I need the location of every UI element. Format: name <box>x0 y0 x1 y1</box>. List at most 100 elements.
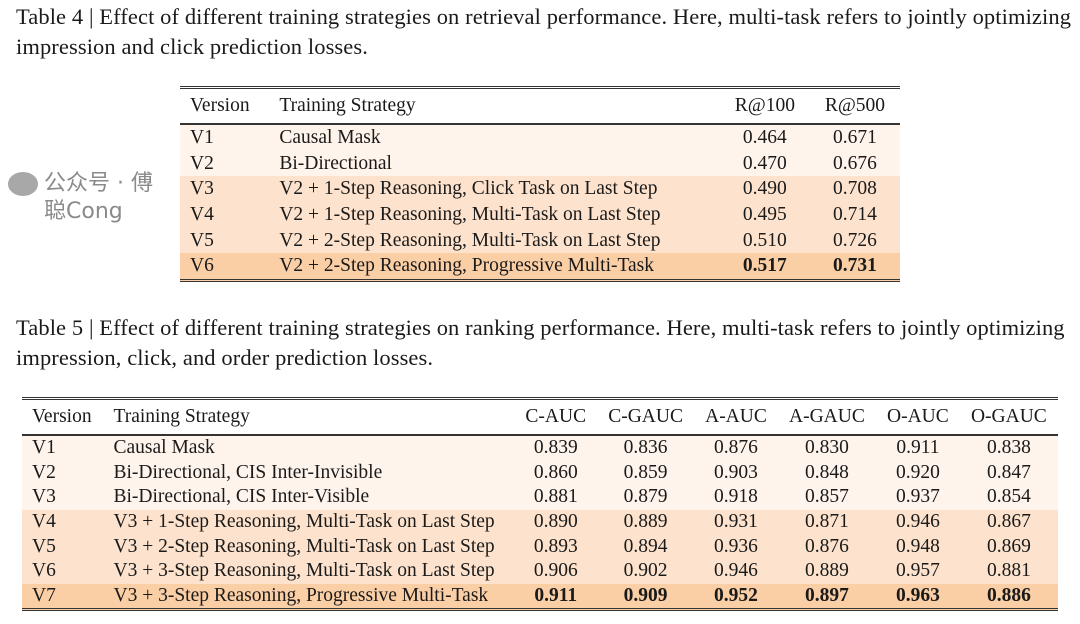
table-cell: 0.911 <box>534 584 578 606</box>
table-cell: Bi-Directional, CIS Inter-Visible <box>113 486 370 508</box>
table4-caption: Table 4 | Effect of different training s… <box>16 4 1072 59</box>
table-cell: 0.495 <box>742 203 787 225</box>
table-cell: 0.876 <box>714 437 758 459</box>
column-header: Training Strategy <box>279 95 416 116</box>
column-header: Version <box>32 406 92 427</box>
table-cell: V3 + 1-Step Reasoning, Multi-Task on Las… <box>113 511 495 533</box>
table-cell: 0.876 <box>805 535 849 557</box>
table-cell: V2 + 1-Step Reasoning, Click Task on Las… <box>279 178 658 200</box>
table-cell: 0.946 <box>895 511 940 533</box>
table-cell: 0.731 <box>833 255 877 277</box>
table-row: V2 Bi-Directional, CIS Inter-Invisible 0.8… <box>22 460 1058 486</box>
table-cell: 0.889 <box>623 511 668 533</box>
table-cell: 0.909 <box>623 584 668 606</box>
table-cell: 0.859 <box>623 461 668 483</box>
table-row: V6 V3 + 3-Step Reasoning, Multi-Task on L… <box>22 558 1058 584</box>
table-row: V5 V2 + 2-Step Reasoning, Multi-Task on L… <box>180 227 900 254</box>
wechat-icon <box>8 172 38 196</box>
table-cell: 0.854 <box>986 486 1031 508</box>
table-cell: 0.881 <box>533 486 578 508</box>
watermark-text: 公众号 · 傅聪Cong <box>44 171 153 224</box>
table-cell: 0.937 <box>895 486 940 508</box>
table5-caption: Table 5 | Effect of different training s… <box>16 315 1065 370</box>
table-cell: V1 <box>190 126 214 148</box>
table-cell: V1 <box>32 437 56 459</box>
table-cell: 0.918 <box>714 486 758 508</box>
table-cell: 0.847 <box>986 461 1031 483</box>
table-cell: 0.848 <box>805 461 849 483</box>
column-header: C-GAUC <box>608 406 683 427</box>
table-cell: V6 <box>32 560 56 582</box>
column-header: A-GAUC <box>789 406 865 427</box>
table-cell: V3 + 3-Step Reasoning, Multi-Task on Las… <box>113 560 495 582</box>
table-cell: 0.881 <box>986 560 1031 582</box>
column-header: Training Strategy <box>113 406 250 427</box>
column-header: A-AUC <box>705 406 767 427</box>
table-cell: 0.871 <box>805 511 849 533</box>
table-cell: Bi-Directional, CIS Inter-Invisible <box>113 461 383 483</box>
table-cell: 0.952 <box>714 584 758 606</box>
table-cell: Causal Mask <box>279 126 381 148</box>
table-cell: 0.890 <box>533 511 578 533</box>
table-cell: 0.948 <box>895 535 940 557</box>
table-cell: V2 <box>32 461 56 483</box>
table-cell: 0.839 <box>533 437 578 459</box>
table4: Version Training Strategy R@100 R@500 V1 Caus… <box>180 86 900 282</box>
table-cell: V4 <box>32 511 56 533</box>
table-cell: Causal Mask <box>113 437 215 459</box>
table-cell: 0.903 <box>714 461 758 483</box>
table-cell: 0.726 <box>833 229 877 251</box>
table-row: V6 V2 + 2-Step Reasoning, Progressive Mul… <box>180 253 900 281</box>
table-cell: 0.879 <box>623 486 668 508</box>
table-cell: 0.708 <box>833 178 877 200</box>
table-cell: 0.517 <box>742 255 787 277</box>
table-cell: V2 <box>190 152 214 174</box>
table-cell: V2 + 2-Step Reasoning, Progressive Multi… <box>279 255 655 277</box>
table-cell: 0.902 <box>623 560 668 582</box>
table-row: V4 V2 + 1-Step Reasoning, Multi-Task on L… <box>180 202 900 228</box>
table-cell: 0.714 <box>833 203 877 225</box>
table-cell: 0.830 <box>805 437 849 459</box>
table-cell: 0.490 <box>742 178 787 200</box>
column-header: C-AUC <box>525 406 587 427</box>
table-cell: 0.676 <box>833 152 877 174</box>
table-cell: V5 <box>32 535 56 557</box>
table-cell: 0.931 <box>714 511 758 533</box>
table-cell: 0.893 <box>533 535 578 557</box>
table-cell: V4 <box>190 203 214 225</box>
table-row: V3 Bi-Directional, CIS Inter-Visible 0.881… <box>22 485 1058 510</box>
table-cell: V5 <box>190 229 214 251</box>
table-cell: V6 <box>190 255 214 277</box>
column-header: Version <box>190 95 250 116</box>
table-row: V4 V3 + 1-Step Reasoning, Multi-Task on L… <box>22 509 1058 535</box>
table-cell: 0.671 <box>833 126 877 148</box>
table-cell: V7 <box>32 584 56 606</box>
table-cell: V3 + 3-Step Reasoning, Progressive Multi… <box>113 584 489 606</box>
table-cell: V3 <box>32 486 56 508</box>
table-row: V3 V2 + 1-Step Reasoning, Click Task on L… <box>180 176 900 203</box>
column-header: O-AUC <box>887 406 949 427</box>
table-cell: 0.836 <box>623 437 668 459</box>
table-cell: 0.911 <box>896 437 940 459</box>
table-cell: V3 + 2-Step Reasoning, Multi-Task on Las… <box>113 535 495 557</box>
table-cell: V2 + 1-Step Reasoning, Multi-Task on Las… <box>279 203 661 225</box>
table-cell: 0.838 <box>986 437 1031 459</box>
table-cell: 0.897 <box>805 584 849 606</box>
table-row: V5 V3 + 2-Step Reasoning, Multi-Task on L… <box>22 534 1058 559</box>
watermark: 公众号 · 傅聪Cong <box>8 170 173 226</box>
table-cell: V3 <box>190 178 214 200</box>
table-cell: 0.867 <box>986 511 1031 533</box>
table-cell: 0.906 <box>533 560 578 582</box>
table-row: V7 V3 + 3-Step Reasoning, Progressive Mul… <box>22 583 1058 610</box>
column-header: R@500 <box>824 95 886 116</box>
table-row: V1 Causal Mask 0.464 0.671 <box>180 124 900 151</box>
table-cell: 0.936 <box>714 535 758 557</box>
table-cell: 0.963 <box>895 584 940 606</box>
table-cell: 0.857 <box>805 486 849 508</box>
table-cell: 0.510 <box>742 229 787 251</box>
table-cell: 0.920 <box>895 461 940 483</box>
table-cell: V2 + 2-Step Reasoning, Multi-Task on Las… <box>279 229 661 251</box>
table-cell: 0.860 <box>533 461 578 483</box>
table-cell: 0.894 <box>623 535 668 557</box>
column-header: O-GAUC <box>970 406 1047 427</box>
